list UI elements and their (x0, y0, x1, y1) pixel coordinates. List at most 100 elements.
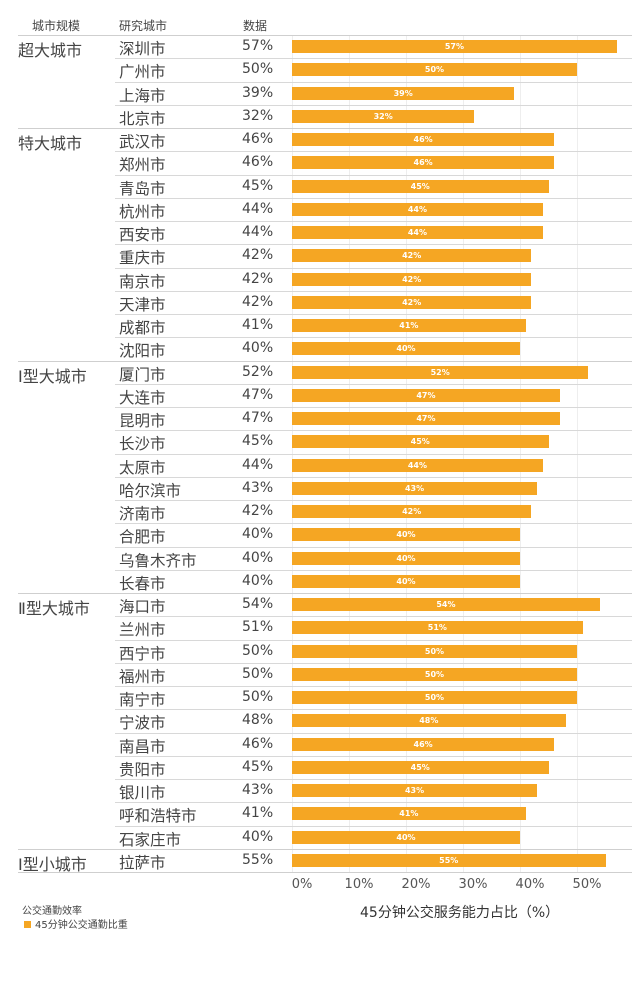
bar: 50% (292, 63, 577, 77)
bar-data-label: 46% (413, 158, 433, 168)
city-label: 沈阳市 (119, 342, 166, 361)
row-divider (115, 569, 632, 571)
bar-data-label: 32% (373, 111, 393, 121)
city-label: 广州市 (119, 63, 166, 82)
table-row: Ⅰ型小城市 拉萨市 55% 55% (0, 848, 632, 874)
group-label: 特大城市 (18, 134, 83, 153)
table-row: 大连市 47% 47% (0, 383, 632, 407)
bar-data-label: 48% (419, 716, 439, 726)
value-label: 50% (242, 642, 274, 659)
bar-data-label: 45% (410, 437, 430, 447)
bar-data-label: 44% (407, 228, 427, 237)
city-label: 拉萨市 (119, 853, 166, 872)
row-divider (115, 755, 632, 757)
bar: 39% (292, 86, 515, 100)
value-label: 45% (242, 758, 274, 775)
bar: 55% (292, 853, 606, 867)
value-label: 51% (242, 619, 274, 636)
bar: 57% (292, 40, 617, 53)
bar: 41% (292, 807, 526, 821)
bar: 40% (292, 551, 520, 565)
row-divider (115, 779, 632, 780)
row-divider (115, 58, 632, 60)
city-label: 福州市 (119, 667, 166, 686)
table-row: 福州市 50% 50% (0, 662, 632, 686)
value-label: 40% (242, 526, 274, 543)
bar: 44% (292, 202, 543, 216)
bar-data-label: 50% (424, 65, 445, 75)
table-row: 兰州市 51% 51% (0, 616, 632, 639)
city-label: 昆明市 (119, 412, 166, 430)
city-label: 呼和浩特市 (119, 807, 197, 826)
bar-data-label: 47% (416, 414, 436, 423)
row-divider (115, 639, 632, 641)
value-label: 40% (242, 828, 274, 845)
value-label: 50% (242, 689, 274, 705)
row-divider (115, 267, 632, 269)
value-label: 32% (242, 107, 274, 124)
header-city: 研究城市 (119, 19, 168, 33)
group-label: Ⅰ型小城市 (18, 854, 87, 874)
row-divider (115, 616, 632, 618)
value-label: 40% (242, 340, 274, 357)
city-label: 青岛市 (119, 179, 166, 198)
bar: 44% (292, 458, 543, 472)
bar: 50% (292, 644, 577, 658)
table-row: 昆明市 47% 47% (0, 407, 632, 430)
table-row: 杭州市 44% 44% (0, 197, 632, 221)
bar: 41% (292, 319, 526, 332)
row-divider (115, 314, 632, 315)
row-divider (115, 500, 632, 501)
row-divider (18, 360, 632, 362)
bar-data-label: 42% (402, 274, 422, 284)
table-row: 南京市 42% 42% (0, 267, 632, 291)
table-row: 郑州市 46% 46% (0, 151, 632, 174)
city-label: 南京市 (119, 272, 166, 291)
table-row: 西安市 44% 44% (0, 221, 632, 244)
table-row: 宁波市 48% 48% (0, 709, 632, 732)
bar: 45% (292, 435, 549, 449)
row-divider (115, 197, 632, 199)
table-row: Ⅰ型大城市 厦门市 52% 52% (0, 360, 632, 386)
bar: 42% (292, 295, 532, 309)
bar: 42% (292, 249, 532, 263)
value-label: 46% (242, 735, 274, 752)
row-divider (115, 546, 632, 548)
city-label: 太原市 (119, 458, 166, 477)
bar: 44% (292, 226, 543, 239)
bar-data-label: 40% (396, 832, 416, 842)
city-label: 深圳市 (119, 40, 166, 58)
row-divider (18, 128, 632, 129)
city-label: 北京市 (119, 109, 166, 128)
table-row: 特大城市 武汉市 46% 46% (0, 128, 632, 153)
bar: 46% (292, 133, 555, 146)
bar-data-label: 50% (424, 646, 445, 656)
bar: 45% (292, 760, 549, 774)
legend-entry: 45分钟公交通勤比重 (24, 916, 128, 931)
value-label: 42% (242, 503, 274, 519)
city-label: 西宁市 (119, 644, 166, 663)
city-label: 济南市 (119, 505, 166, 523)
table-row: 青岛市 45% 45% (0, 174, 632, 198)
x-tick-label: 10% (344, 877, 374, 892)
value-label: 42% (242, 293, 274, 310)
city-label: 合肥市 (119, 528, 166, 547)
group-label: 超大城市 (18, 41, 83, 60)
table-row: 太原市 44% 44% (0, 453, 632, 477)
bar: 45% (292, 179, 549, 193)
value-label: 40% (242, 549, 274, 566)
value-label: 55% (242, 851, 274, 868)
table-row: 济南市 42% 42% (0, 500, 632, 523)
x-axis-label: 45分钟公交服务能力占比（%） (360, 905, 560, 921)
value-label: 54% (242, 596, 274, 612)
table-row: 超大城市 深圳市 57% 57% (0, 35, 632, 60)
table-row: 成都市 41% 41% (0, 314, 632, 337)
value-label: 52% (242, 363, 274, 380)
row-divider (115, 81, 632, 83)
table-row: 天津市 42% 42% (0, 290, 632, 314)
bar: 40% (292, 342, 520, 356)
table-row: 贵阳市 45% 45% (0, 755, 632, 779)
value-label: 43% (242, 479, 274, 496)
row-divider (115, 802, 632, 804)
value-label: 48% (242, 712, 274, 729)
